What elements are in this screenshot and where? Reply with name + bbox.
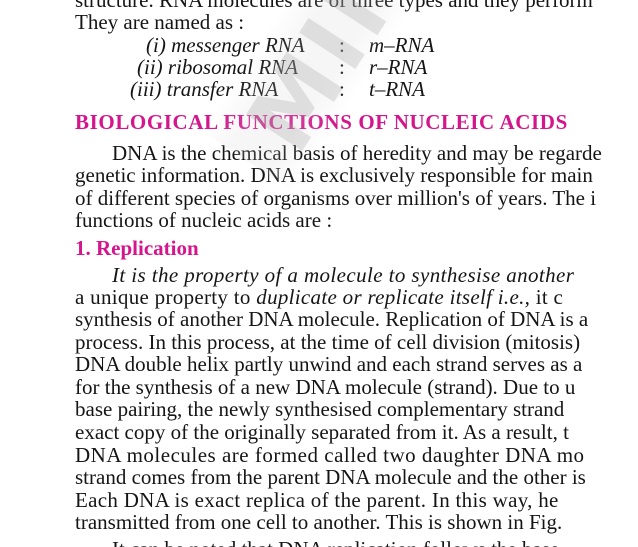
paragraph-line: genetic information. DNA is exclusively … — [75, 163, 593, 187]
paragraph-line: for the synthesis of a new DNA molecule … — [75, 375, 576, 399]
rna-type-row: (iii) transfer RNA : t–RNA — [130, 77, 425, 101]
rna-type-abbreviation: t–RNA — [369, 77, 425, 101]
paragraph-line: strand comes from the parent DNA molecul… — [75, 465, 586, 489]
rna-type-abbreviation: r–RNA — [369, 55, 428, 79]
paragraph-line: Each DNA is exact replica of the parent.… — [75, 488, 559, 512]
paragraph-line: process. In this process, at the time of… — [75, 330, 581, 354]
paragraph-line: DNA molecules are formed called two daug… — [75, 443, 585, 467]
definition-line: It is the property of a molecule to synt… — [112, 263, 575, 287]
paragraph-line: synthesis of another DNA molecule. Repli… — [75, 307, 589, 331]
rna-type-number: (ii) — [137, 55, 163, 79]
paragraph-line: DNA is the chemical basis of heredity an… — [112, 141, 602, 165]
cut-off-bottom-line: It can be noted that DNA replication fol… — [112, 538, 559, 547]
paragraph-line: exact copy of the originally separated f… — [75, 420, 569, 444]
paragraph-text: it c — [530, 285, 564, 309]
subsection-heading: 1. Replication — [75, 236, 199, 260]
rna-type-name: messenger RNA — [171, 33, 305, 57]
paragraph-line: of different species of organisms over m… — [75, 186, 597, 210]
paragraph-line: transmitted from one cell to another. Th… — [75, 510, 563, 534]
rna-type-colon: : — [339, 77, 345, 101]
paragraph-line: base pairing, the newly synthesised comp… — [75, 397, 565, 421]
rna-type-row: (i) messenger RNA : m–RNA — [146, 33, 434, 57]
rna-type-row: (ii) ribosomal RNA : r–RNA — [137, 55, 427, 79]
intro-line: They are named as : — [75, 10, 245, 34]
rna-type-number: (i) — [146, 33, 166, 57]
emphasized-text: duplicate or replicate itself i.e., — [256, 285, 531, 309]
rna-type-name: transfer RNA — [166, 77, 279, 101]
paragraph-line: functions of nucleic acids are : — [75, 208, 333, 232]
section-heading: BIOLOGICAL FUNCTIONS OF NUCLEIC ACIDS — [75, 110, 568, 134]
paragraph-line: a unique property to duplicate or replic… — [75, 286, 563, 308]
rna-type-name: ribosomal RNA — [167, 55, 298, 79]
rna-type-number: (iii) — [130, 77, 162, 101]
rna-type-abbreviation: m–RNA — [369, 33, 435, 57]
paragraph-text: a unique property to — [75, 285, 257, 309]
rna-type-colon: : — [339, 33, 345, 57]
paragraph-line: DNA double helix partly unwind and each … — [75, 352, 583, 376]
rna-type-colon: : — [339, 55, 345, 79]
cut-off-top-line: structure. RNA molecules are of three ty… — [75, 0, 593, 12]
